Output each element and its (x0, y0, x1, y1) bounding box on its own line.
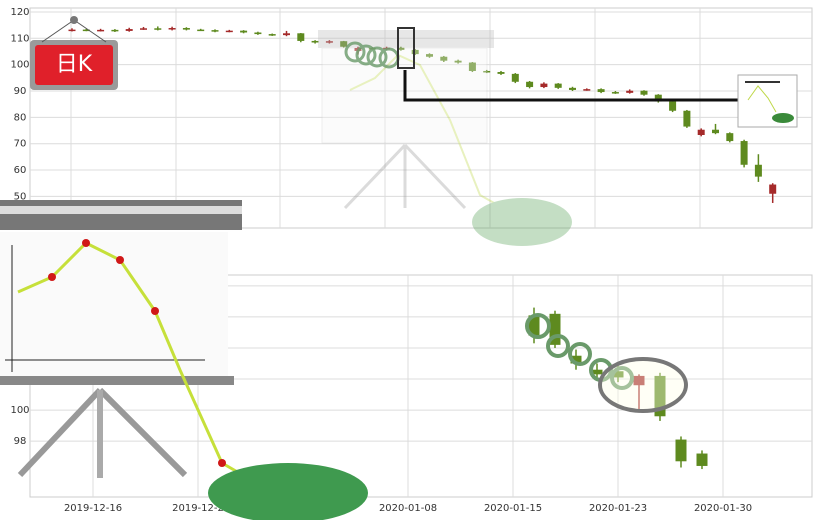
candle-body (454, 60, 462, 63)
candle-body (740, 141, 748, 165)
candle-body (483, 70, 491, 73)
x-tick-label: 2020-01-15 (484, 503, 542, 514)
y-tick-label: 60 (14, 165, 27, 176)
y-tick-label: 120 (10, 7, 29, 18)
candle-body (426, 54, 433, 57)
y-tick-label: 100 (10, 405, 29, 416)
overlay-small-easel (318, 30, 572, 246)
y-tick-label: 50 (14, 191, 27, 202)
candle-body (440, 56, 448, 61)
candle-body (754, 164, 762, 177)
candle-body (197, 29, 205, 32)
y-tick-label: 98 (14, 436, 27, 447)
candle-body (225, 30, 233, 33)
candle-body (154, 28, 162, 30)
candle-body (325, 41, 333, 43)
candle-body (254, 32, 262, 35)
candle-body (626, 90, 634, 93)
candle-body (140, 28, 147, 30)
x-tick-label: 2019-12-16 (64, 503, 122, 514)
candle-body (654, 94, 662, 102)
thumbnail-icon (737, 74, 798, 128)
candle-body (97, 29, 105, 32)
candle-body (612, 371, 624, 378)
candle-body (182, 28, 190, 30)
candle-body (268, 34, 276, 36)
candle-body (240, 30, 248, 33)
candle-body (549, 313, 561, 345)
candle-body (397, 47, 405, 50)
connector-line (403, 70, 740, 102)
candle-body (633, 375, 645, 386)
x-tick-label: 2020-01-23 (589, 503, 647, 514)
x-tick-label: 2019-12-2 (172, 503, 224, 514)
candle-body (611, 92, 619, 94)
candle-body (125, 29, 133, 31)
candle-body (68, 29, 76, 32)
candle-body (340, 41, 348, 47)
candle-body (726, 133, 734, 142)
top-chart: 50 60 70 80 90 100 110 120 (10, 7, 813, 229)
candle-body (82, 29, 90, 32)
y-tick-label: 90 (14, 86, 27, 97)
candle-body (297, 33, 305, 41)
candle-body (468, 62, 476, 71)
candle-body (111, 29, 119, 32)
candle-body (769, 184, 777, 194)
candle-body (583, 89, 591, 91)
candle-body (497, 72, 505, 74)
candle-body (554, 83, 562, 88)
overlay-big-easel (0, 200, 368, 520)
candle-body (570, 355, 582, 364)
candle-body (597, 89, 605, 93)
candle-body (696, 453, 708, 466)
y-tick-label: 110 (10, 33, 29, 44)
badge: 日K (30, 16, 118, 90)
candle-body (311, 40, 319, 43)
candle-body (640, 90, 648, 95)
plot-frame (29, 7, 813, 229)
cursor-box (397, 27, 415, 69)
candle-body (283, 33, 290, 36)
candle-body (211, 30, 219, 32)
candle-body (168, 28, 176, 30)
candle-body (697, 129, 705, 135)
x-tick-label: 2020-01-08 (379, 503, 437, 514)
candle-body (591, 369, 603, 375)
candle-body (683, 110, 691, 127)
candle-body (712, 129, 719, 134)
x-tick-label: 2020-01-30 (694, 503, 752, 514)
y-tick-label: 70 (14, 139, 27, 150)
candle-body (669, 101, 677, 111)
y-tick-label: 80 (14, 112, 27, 123)
candle-body (675, 439, 687, 462)
candle-body (569, 87, 576, 90)
highlight-rings (525, 313, 688, 413)
y-tick-label: 100 (10, 60, 29, 71)
candle-body (654, 375, 666, 417)
badge-label: 日K (56, 52, 93, 77)
candle-body (528, 315, 540, 336)
candle-body (540, 83, 548, 88)
candle-body (511, 73, 519, 82)
candle-body (526, 81, 534, 88)
candle-body (411, 49, 419, 55)
